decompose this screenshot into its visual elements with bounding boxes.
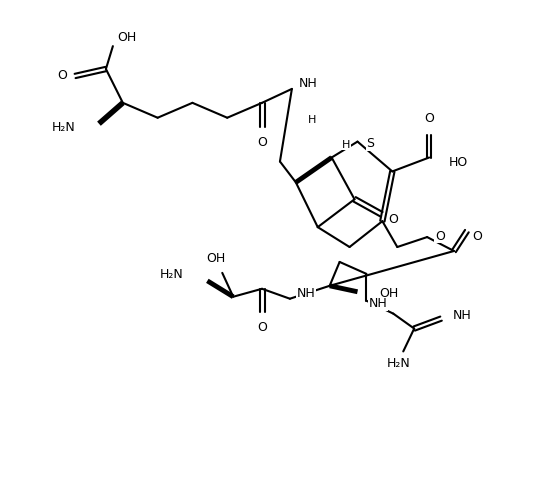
Text: OH: OH [207, 252, 226, 265]
Text: O: O [472, 230, 482, 243]
Text: O: O [57, 69, 67, 82]
Text: S: S [367, 137, 374, 150]
Text: H: H [342, 140, 350, 150]
Text: NH: NH [369, 297, 387, 310]
Text: O: O [388, 213, 398, 226]
Text: H₂N: H₂N [387, 357, 410, 370]
Text: O: O [257, 136, 267, 149]
Text: H₂N: H₂N [51, 121, 75, 134]
Text: HO: HO [449, 156, 468, 169]
Text: NH: NH [453, 309, 472, 322]
Text: O: O [435, 230, 445, 243]
Text: H: H [308, 115, 316, 125]
Text: NH: NH [297, 287, 315, 300]
Text: NH: NH [299, 77, 318, 90]
Text: OH: OH [117, 30, 136, 44]
Text: O: O [257, 320, 267, 334]
Text: O: O [424, 112, 434, 125]
Text: H₂N: H₂N [160, 268, 184, 281]
Text: OH: OH [380, 287, 399, 300]
